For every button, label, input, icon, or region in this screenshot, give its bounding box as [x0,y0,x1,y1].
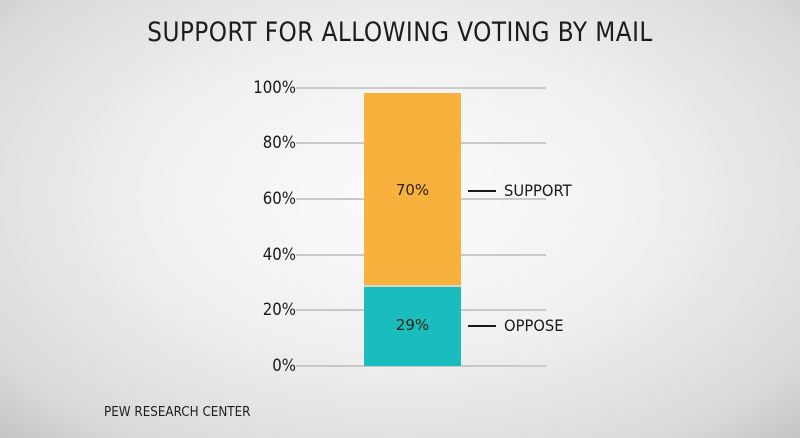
oppose-value-label: 29% [395,316,430,334]
legend-leader-line [468,189,496,192]
legend-oppose: OPPOSE [468,316,569,335]
source-credit: PEW RESEARCH CENTER [104,405,251,420]
gridline-100 [296,87,546,89]
legend-support-label: SUPPORT [504,181,572,200]
bar-segment-support [364,93,461,286]
y-tick-label: 20% [262,300,296,320]
y-tick-label: 80% [262,133,296,153]
legend-leader-line [468,324,496,327]
support-value-label: 70% [395,181,430,199]
gridline-0 [296,365,546,367]
chart-title: SUPPORT FOR ALLOWING VOTING BY MAIL [147,17,653,48]
y-tick-label: 60% [262,189,296,209]
y-tick-label: 100% [253,78,296,98]
y-tick-label: 0% [272,356,296,376]
legend-oppose-label: OPPOSE [504,316,564,335]
bar-segment-oppose [364,285,461,366]
legend-support: SUPPORT [468,181,577,200]
y-tick-label: 40% [262,245,296,265]
